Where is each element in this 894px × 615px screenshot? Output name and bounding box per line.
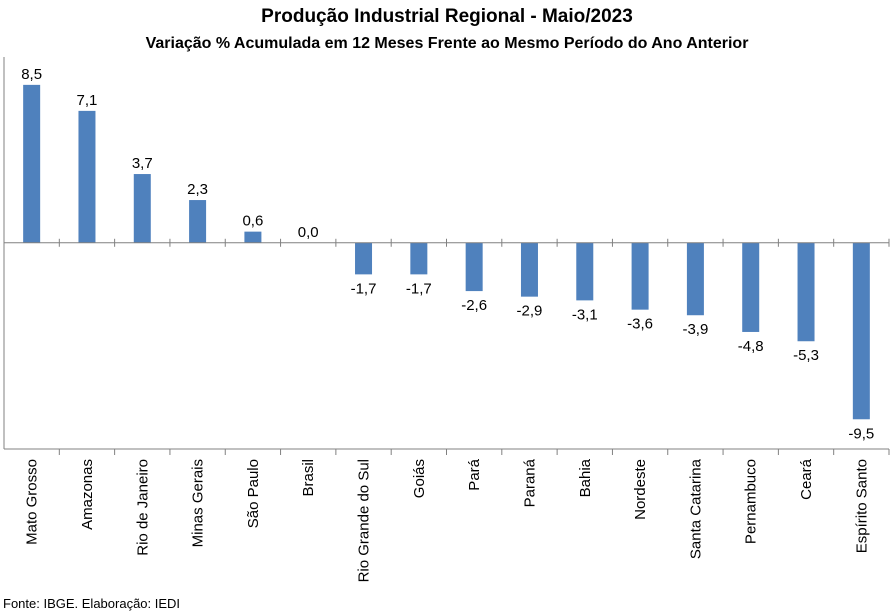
data-label: 0,0 <box>298 224 319 241</box>
bar <box>23 84 41 243</box>
category-label: Amazonas <box>79 459 96 530</box>
labels-layer: 8,5 Mato Grosso 7,1 Amazonas 3,7 Rio de Janei… <box>21 66 874 583</box>
data-label: -1,7 <box>351 280 377 297</box>
data-label: 7,1 <box>77 92 98 109</box>
data-label: 8,5 <box>21 66 42 83</box>
bar <box>797 242 815 342</box>
category-label: Espírito Santo <box>853 459 870 553</box>
category-label: Brasil <box>300 459 317 497</box>
data-label: -3,9 <box>682 321 708 338</box>
category-label: Ceará <box>798 458 815 500</box>
bar <box>410 242 428 275</box>
data-label: -5,3 <box>793 347 819 364</box>
data-label: -4,8 <box>738 338 764 355</box>
bar <box>631 242 649 310</box>
bar <box>133 174 151 243</box>
chart-subtitle: Variação % Acumulada em 12 Meses Frente … <box>145 35 749 52</box>
category-label: Rio Grande do Sul <box>356 459 373 582</box>
bar <box>742 242 760 332</box>
bar <box>520 242 538 297</box>
bar <box>465 242 483 292</box>
bar <box>189 200 207 243</box>
bar <box>686 242 704 316</box>
bar <box>355 242 373 275</box>
category-label: Pernambuco <box>743 459 760 544</box>
data-label: -9,5 <box>848 425 874 442</box>
category-label: Santa Catarina <box>687 458 704 559</box>
data-label: -3,6 <box>627 316 653 333</box>
data-label: -2,6 <box>461 297 487 314</box>
bars-layer <box>23 84 870 420</box>
category-label: Goiás <box>411 459 428 498</box>
data-label: -3,1 <box>572 306 598 323</box>
axis-layer <box>3 57 890 455</box>
category-label: Bahia <box>577 458 594 497</box>
bar <box>244 231 262 243</box>
category-label: Nordeste <box>632 459 649 520</box>
data-label: -1,7 <box>406 280 432 297</box>
bar <box>576 242 594 301</box>
category-label: Rio de Janeiro <box>134 459 151 556</box>
category-label: Minas Gerais <box>190 459 207 547</box>
source-note: Fonte: IBGE. Elaboração: IEDI <box>3 596 181 611</box>
category-label: Paraná <box>521 458 538 507</box>
data-label: 0,6 <box>242 213 263 230</box>
bar <box>78 110 96 243</box>
data-label: 3,7 <box>132 155 153 172</box>
category-label: Pará <box>466 458 483 490</box>
category-label: Mato Grosso <box>24 459 41 545</box>
data-label: 2,3 <box>187 181 208 198</box>
category-label: São Paulo <box>245 459 262 528</box>
chart-title: Produção Industrial Regional - Maio/2023 <box>261 6 633 27</box>
bar <box>852 242 870 420</box>
data-label: -2,9 <box>517 303 543 320</box>
